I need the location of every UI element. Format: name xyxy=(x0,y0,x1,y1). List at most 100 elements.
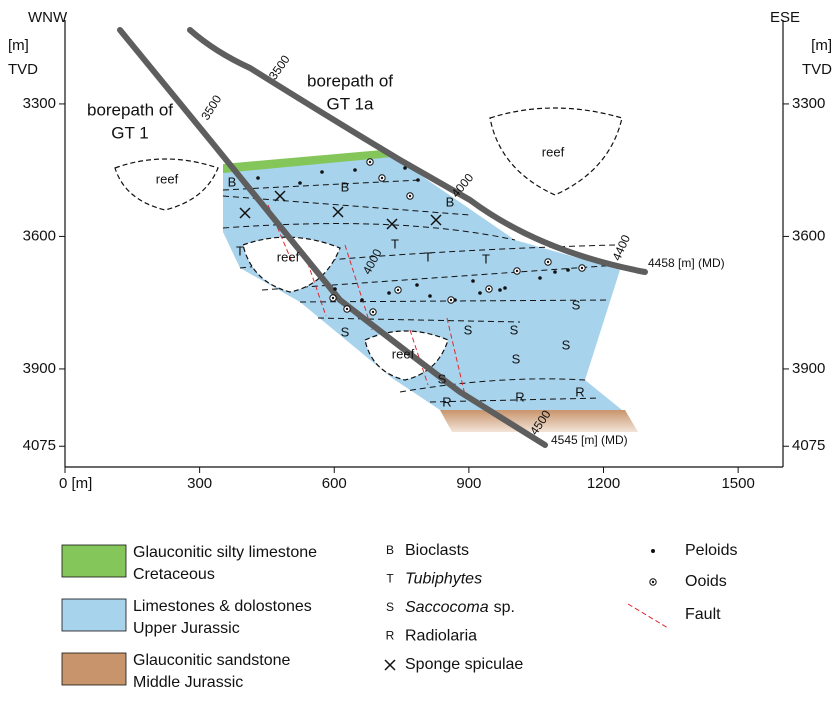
ooid xyxy=(381,177,383,179)
ooid xyxy=(488,288,490,290)
y-tick-label: 3600 xyxy=(792,227,825,244)
peloid xyxy=(416,178,420,182)
ooid xyxy=(346,308,348,310)
reef-label: reef xyxy=(277,249,300,264)
legend-label: Fault xyxy=(685,606,721,623)
ooid xyxy=(516,270,518,272)
y-tick-label: 4075 xyxy=(792,437,825,454)
fossil-code: S xyxy=(572,297,581,312)
depth-mark: 3500 xyxy=(266,52,293,82)
borehole-label: borepath of xyxy=(87,100,173,119)
legend-swatch xyxy=(62,599,126,631)
fossil-code: B xyxy=(228,174,237,189)
fossil-code: S xyxy=(464,322,473,337)
unit-left: TVD xyxy=(8,61,38,78)
legend-peloid xyxy=(651,549,655,553)
reef-label: reef xyxy=(392,346,415,361)
direction-left: WNW xyxy=(28,9,68,26)
y-tick-label: 3900 xyxy=(23,360,56,377)
y-tick-label: 3300 xyxy=(23,95,56,112)
legend-label: Cretaceous xyxy=(133,566,215,583)
peloid xyxy=(387,291,391,295)
ooid xyxy=(397,289,399,291)
peloid xyxy=(478,291,482,295)
borehole-label: borepath of xyxy=(307,71,393,90)
legend-label: Upper Jurassic xyxy=(133,620,240,637)
peloid xyxy=(503,286,507,290)
ooid xyxy=(409,195,411,197)
fossil-code: S xyxy=(341,324,350,339)
fossil-code: R xyxy=(515,389,524,404)
legend-label: Saccocoma sp. xyxy=(405,599,515,616)
fossil-code: T xyxy=(482,251,490,266)
depth-mark: 4400 xyxy=(609,232,633,262)
legend-code: B xyxy=(386,543,394,557)
ooid xyxy=(581,267,583,269)
legend-code: S xyxy=(386,600,394,614)
figure: WNW ESE [m] TVD [m] TVD borepath of GT 1… xyxy=(0,0,836,697)
spicule-mark xyxy=(385,660,395,670)
borehole-label: GT 1 xyxy=(111,123,148,142)
peloid xyxy=(498,288,502,292)
ooid xyxy=(369,161,371,163)
legend-label: Peloids xyxy=(685,542,737,559)
legend-label: Tubiphytes xyxy=(405,571,482,588)
peloid xyxy=(320,170,324,174)
end-depth: 4545 [m] (MD) xyxy=(551,433,628,447)
unit-right: [m] xyxy=(811,37,832,54)
legend-label: Bioclasts xyxy=(405,542,469,559)
unit-right: TVD xyxy=(802,61,832,78)
legend-label: Glauconitic silty limestone xyxy=(133,544,317,561)
y-tick-label: 3600 xyxy=(23,227,56,244)
fossil-code: B xyxy=(446,194,455,209)
legend-label: Limestones & dolostones xyxy=(133,598,312,615)
legend-suffix: sp. xyxy=(494,599,515,616)
x-tick-label: 600 xyxy=(322,475,347,492)
fossil-code: R xyxy=(442,394,451,409)
peloid xyxy=(415,283,419,287)
fossil-code: S xyxy=(512,351,521,366)
x-tick-label: 1500 xyxy=(721,475,754,492)
fossil-code: B xyxy=(341,179,350,194)
ooid xyxy=(547,261,549,263)
fossil-code: R xyxy=(575,384,584,399)
legend-name: Sponge spiculae xyxy=(405,656,523,673)
legend-label: Ooids xyxy=(685,573,727,590)
legend-name: Saccocoma xyxy=(405,599,489,616)
reef-label: reef xyxy=(156,171,179,186)
legend-label: Middle Jurassic xyxy=(133,674,243,691)
legend-name: Radiolaria xyxy=(405,628,477,645)
legend-label: Radiolaria xyxy=(405,628,477,645)
peloid xyxy=(333,287,337,291)
fossil-code: T xyxy=(391,236,399,251)
peloid xyxy=(298,181,302,185)
reef-label: reef xyxy=(542,144,565,159)
x-tick-label: 0 [m] xyxy=(59,475,92,492)
legend-label: Sponge spiculae xyxy=(405,656,523,673)
legend-swatch xyxy=(62,653,126,685)
ooid xyxy=(372,311,374,313)
fossil-code: T xyxy=(424,249,432,264)
y-tick-label: 4075 xyxy=(23,437,56,454)
y-tick-label: 3300 xyxy=(792,95,825,112)
direction-right: ESE xyxy=(770,9,800,26)
peloid xyxy=(353,168,357,172)
fossil-code: S xyxy=(510,322,519,337)
x-tick-label: 300 xyxy=(187,475,212,492)
peloid xyxy=(553,270,557,274)
x-tick-label: 1200 xyxy=(587,475,620,492)
x-tick-label: 900 xyxy=(456,475,481,492)
peloid xyxy=(471,279,475,283)
legend-swatch xyxy=(62,545,126,577)
peloid xyxy=(428,294,432,298)
unit-left: [m] xyxy=(8,37,29,54)
peloid xyxy=(403,166,407,170)
legend-name: Bioclasts xyxy=(405,542,469,559)
peloid xyxy=(360,298,364,302)
y-tick-label: 3900 xyxy=(792,360,825,377)
ooid xyxy=(450,299,452,301)
cross-section xyxy=(115,30,645,445)
end-depth: 4458 [m] (MD) xyxy=(648,256,725,270)
legend-code: R xyxy=(386,629,395,643)
borehole-label: GT 1a xyxy=(327,94,374,113)
